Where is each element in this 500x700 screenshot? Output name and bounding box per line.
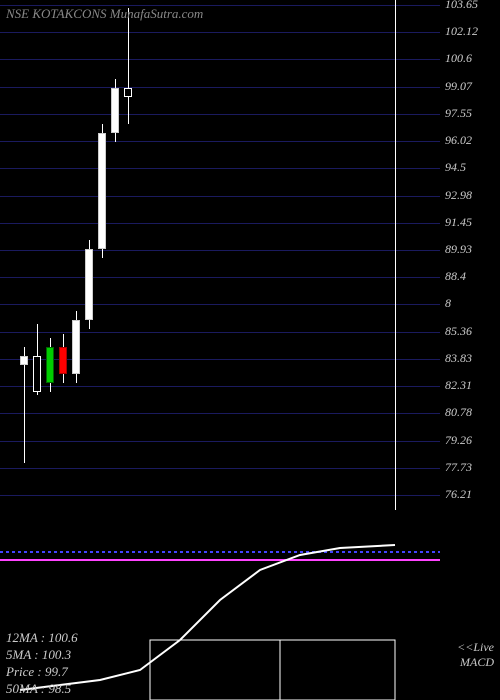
- price-axis-label: 83.83: [445, 351, 472, 366]
- grid-line: [0, 168, 440, 169]
- price-axis-label: 91.45: [445, 215, 472, 230]
- ma5-label: 5MA : 100.3: [6, 647, 71, 663]
- candle-body: [111, 88, 119, 133]
- grid-line: [0, 468, 440, 469]
- price-axis-label: 82.31: [445, 378, 472, 393]
- candle-body: [20, 356, 28, 365]
- grid-line: [0, 141, 440, 142]
- candle-body: [98, 133, 106, 249]
- candle-body: [59, 347, 67, 374]
- grid-line: [0, 277, 440, 278]
- candle-body: [124, 88, 132, 97]
- price-axis-label: 103.65: [445, 0, 478, 12]
- price-axis-label: 96.02: [445, 133, 472, 148]
- price-label: Price : 99.7: [6, 664, 68, 680]
- grid-line: [0, 441, 440, 442]
- grid-line: [0, 413, 440, 414]
- price-axis-label: 77.73: [445, 460, 472, 475]
- ma50-label: 50MA : 98.5: [6, 681, 71, 697]
- grid-line: [0, 304, 440, 305]
- grid-line: [0, 87, 440, 88]
- price-axis-label: 8: [445, 296, 451, 311]
- watermark-text: NSE KOTAKCONS MunafaSutra.com: [6, 6, 203, 22]
- price-axis-label: 99.07: [445, 79, 472, 94]
- stock-chart[interactable]: NSE KOTAKCONS MunafaSutra.com 103.65 102.…: [0, 0, 500, 700]
- price-axis-label: 85.36: [445, 324, 472, 339]
- macd-panel[interactable]: 12MA : 100.6 5MA : 100.3 Price : 99.7 50…: [0, 510, 500, 700]
- grid-line: [0, 332, 440, 333]
- candle-body: [85, 249, 93, 320]
- candle-body: [72, 320, 80, 374]
- indicator-svg: [0, 510, 500, 700]
- price-axis-label: 76.21: [445, 487, 472, 502]
- grid-line: [0, 32, 440, 33]
- price-panel[interactable]: 103.65 102.12 100.6 99.07 97.55 96.02 94.5 92.9…: [0, 0, 500, 510]
- grid-line: [0, 495, 440, 496]
- price-axis-label: 102.12: [445, 24, 478, 39]
- price-axis-label: 92.98: [445, 188, 472, 203]
- candle-body: [33, 356, 41, 392]
- price-axis-label: 100.6: [445, 51, 472, 66]
- price-axis-label: 94.5: [445, 160, 466, 175]
- grid-line: [0, 114, 440, 115]
- price-axis-label: 89.93: [445, 242, 472, 257]
- candle-wick: [128, 8, 129, 124]
- grid-line: [0, 386, 440, 387]
- grid-line: [0, 223, 440, 224]
- grid-line: [0, 196, 440, 197]
- price-axis-label: 88.4: [445, 269, 466, 284]
- price-axis-label: 80.78: [445, 405, 472, 420]
- candle-body: [46, 347, 54, 383]
- grid-line: [0, 59, 440, 60]
- live-label: <<Live: [457, 640, 494, 655]
- ma12-label: 12MA : 100.6: [6, 630, 78, 646]
- grid-line: [0, 250, 440, 251]
- macd-text-label: MACD: [460, 655, 494, 670]
- price-axis-label: 97.55: [445, 106, 472, 121]
- price-axis-label: 79.26: [445, 433, 472, 448]
